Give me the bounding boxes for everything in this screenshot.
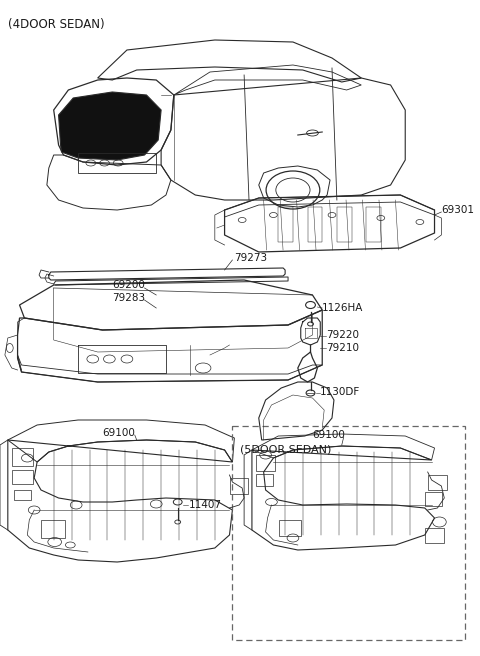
Text: 79273: 79273 bbox=[234, 253, 267, 263]
Bar bbox=[425, 528, 444, 543]
Bar bbox=[232, 426, 466, 640]
Bar bbox=[256, 474, 274, 486]
Bar bbox=[279, 520, 301, 536]
Text: 1130DF: 1130DF bbox=[320, 387, 360, 397]
Text: 79283: 79283 bbox=[112, 293, 145, 303]
Text: 1126HA: 1126HA bbox=[322, 303, 364, 313]
Text: 69200: 69200 bbox=[112, 280, 145, 290]
Bar bbox=[425, 492, 443, 506]
Bar bbox=[308, 207, 322, 242]
Text: 69301: 69301 bbox=[441, 205, 474, 215]
Bar bbox=[41, 520, 65, 538]
Text: 11407: 11407 bbox=[189, 500, 221, 510]
Text: 69100: 69100 bbox=[103, 428, 135, 438]
Bar bbox=[256, 455, 276, 471]
Text: 69100: 69100 bbox=[312, 430, 345, 440]
Bar bbox=[366, 207, 381, 242]
Polygon shape bbox=[59, 92, 161, 160]
Text: 79210: 79210 bbox=[326, 343, 359, 353]
Bar bbox=[230, 478, 248, 494]
Text: (4DOOR SEDAN): (4DOOR SEDAN) bbox=[8, 18, 105, 31]
Bar bbox=[13, 490, 31, 500]
Bar bbox=[428, 475, 447, 490]
Bar bbox=[337, 207, 351, 242]
Text: 79220: 79220 bbox=[326, 330, 359, 340]
Bar bbox=[12, 448, 33, 466]
Bar bbox=[12, 470, 33, 484]
Bar bbox=[78, 153, 156, 173]
Text: (5DOOR SEDAN): (5DOOR SEDAN) bbox=[240, 444, 331, 455]
Bar bbox=[278, 207, 293, 242]
